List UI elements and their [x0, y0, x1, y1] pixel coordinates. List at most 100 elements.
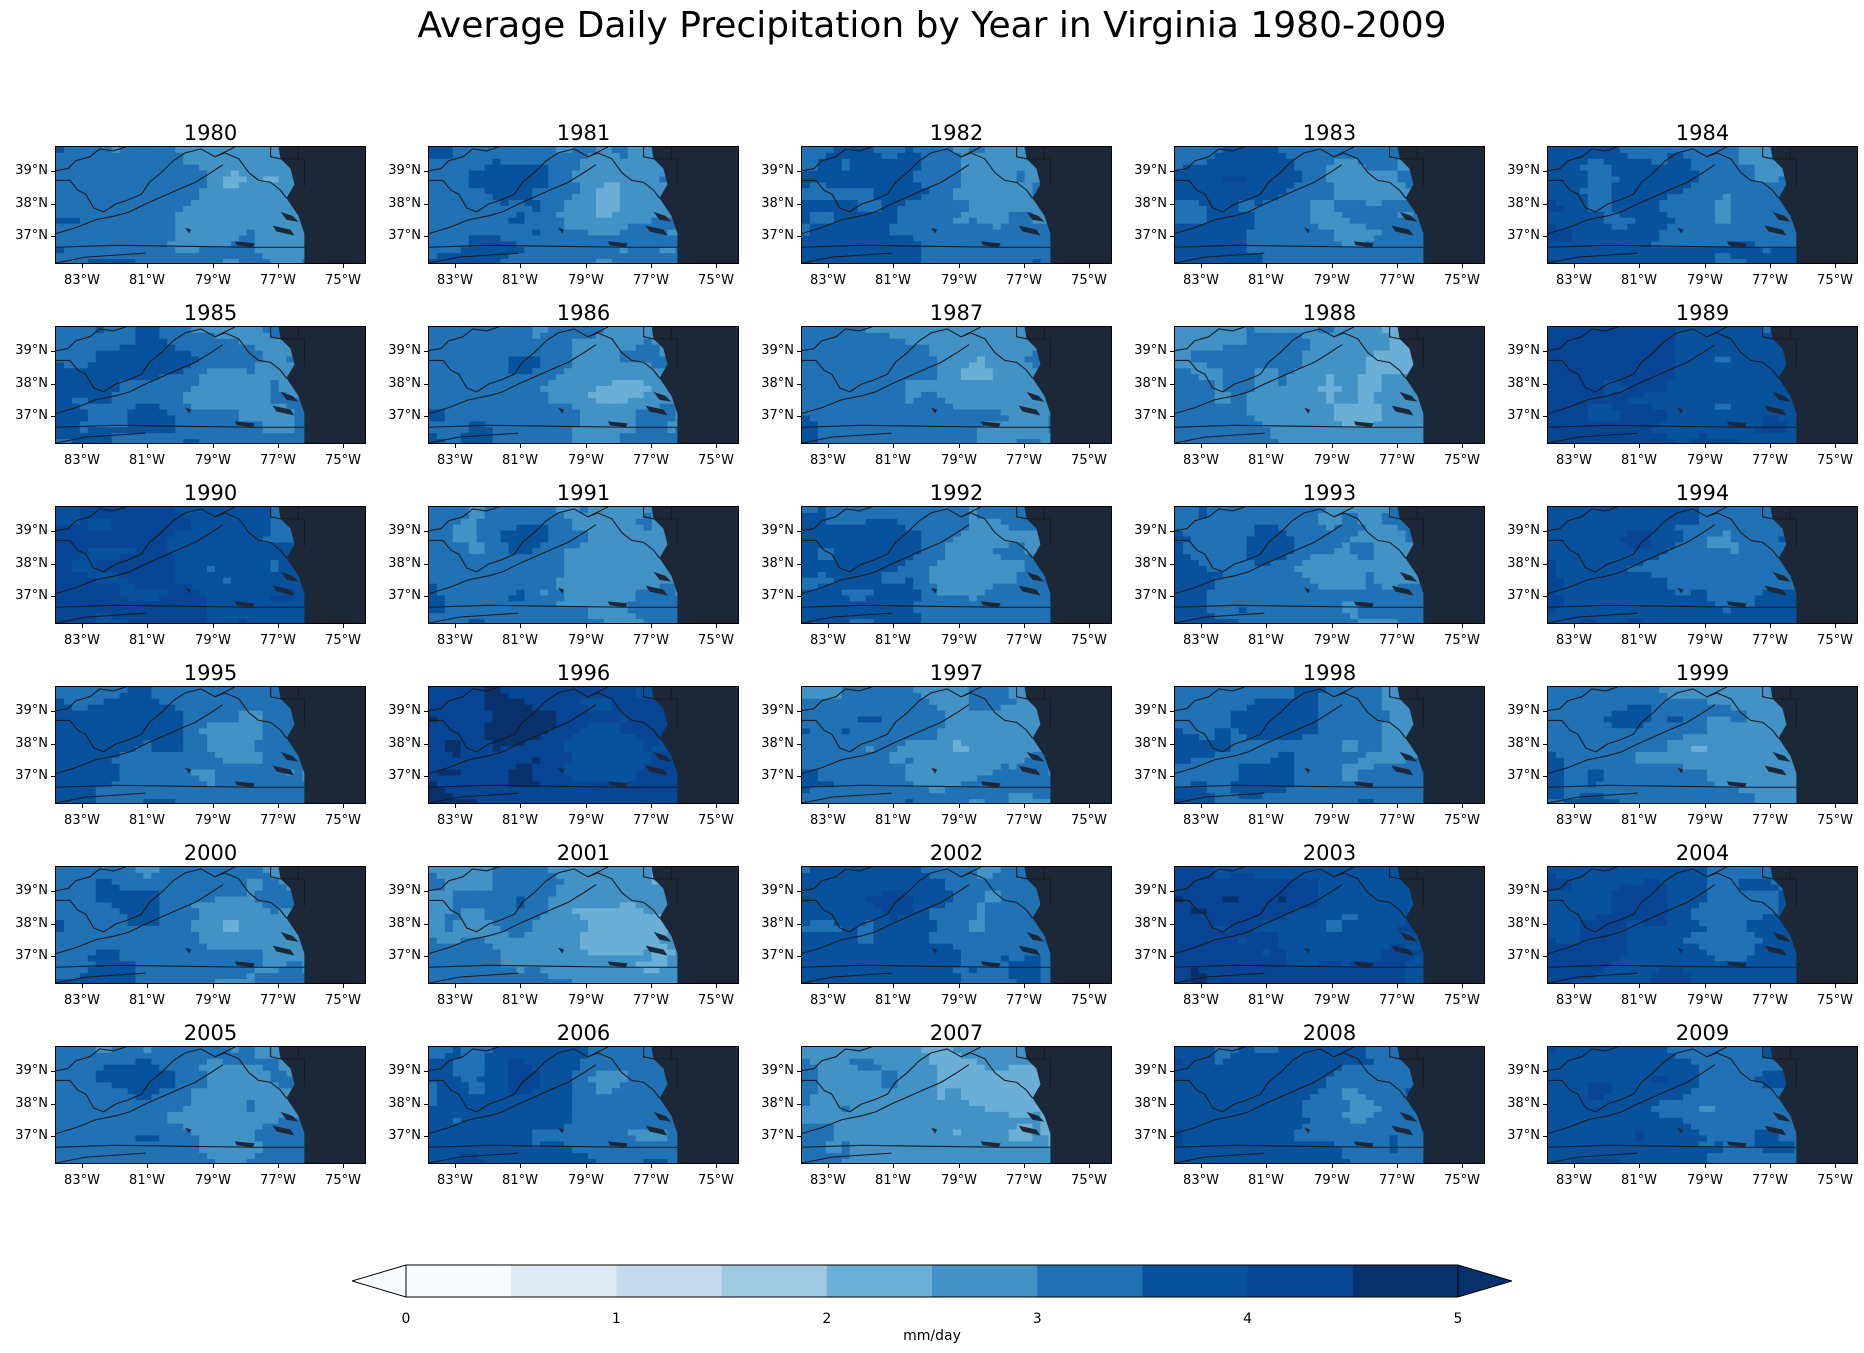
- longitude-tick-label: 81°W: [868, 814, 918, 828]
- state-border: [1175, 792, 1265, 803]
- longitude-tick-label: 83°W: [803, 814, 853, 828]
- bay-fill: [679, 147, 738, 263]
- longitude-tick-label: 83°W: [57, 814, 107, 828]
- latitude-tick-mark: [424, 351, 428, 352]
- map-area: [55, 1046, 366, 1164]
- colorbar-tick-label: 0: [391, 1311, 421, 1327]
- bay-fill: [1026, 751, 1045, 762]
- state-border: [1762, 867, 1797, 907]
- colorbar-tick-label: 3: [1022, 1311, 1052, 1327]
- state-border: [587, 867, 609, 878]
- latitude-tick-mark: [797, 236, 801, 237]
- latitude-tick-mark: [797, 711, 801, 712]
- state-border: [1548, 612, 1638, 623]
- state-border: [56, 244, 305, 248]
- longitude-tick-label: 77°W: [253, 274, 303, 288]
- state-border: [1175, 244, 1424, 248]
- map-panel: 1999 39°N 38°N 37°N 83°W 81°W 79°W 77°W 75°W: [1492, 661, 1862, 836]
- bay-fill: [607, 241, 628, 248]
- bay-fill: [1726, 241, 1747, 248]
- longitude-tick-mark: [1266, 444, 1267, 448]
- state-border: [1175, 164, 1343, 235]
- colorbar-tick-label: 5: [1443, 1311, 1473, 1327]
- longitude-tick-label: 75°W: [1810, 274, 1860, 288]
- state-border: [56, 867, 126, 892]
- bay-fill: [1026, 931, 1045, 942]
- longitude-tick-label: 77°W: [999, 814, 1049, 828]
- longitude-tick-mark: [1705, 804, 1706, 808]
- longitude-tick-mark: [1462, 804, 1463, 808]
- state-border: [429, 704, 597, 775]
- longitude-tick-mark: [893, 984, 894, 988]
- map-panel: 1981 39°N 38°N 37°N 83°W 81°W 79°W 77°W 75°W: [373, 121, 743, 296]
- state-border: [429, 244, 678, 248]
- precip-field: [429, 867, 738, 983]
- state-border: [1016, 687, 1051, 727]
- bay-fill: [1052, 327, 1111, 443]
- bay-fill: [1391, 1125, 1414, 1136]
- map-area: [55, 866, 366, 984]
- latitude-tick-mark: [1170, 416, 1174, 417]
- state-border: [56, 424, 305, 428]
- latitude-tick-mark: [51, 744, 55, 745]
- panel-year-title: 2008: [1174, 1021, 1485, 1045]
- latitude-tick-mark: [1170, 1136, 1174, 1137]
- latitude-tick-label: 38°N: [1494, 737, 1540, 751]
- latitude-tick-label: 39°N: [1494, 1064, 1540, 1078]
- longitude-tick-mark: [1462, 1164, 1463, 1168]
- state-border: [429, 688, 660, 753]
- longitude-tick-label: 77°W: [253, 454, 303, 468]
- latitude-tick-mark: [1543, 351, 1547, 352]
- map-panel: 2008 39°N 38°N 37°N 83°W 81°W 79°W 77°W 75°W: [1119, 1021, 1489, 1196]
- state-border: [1175, 507, 1245, 532]
- state-border: [1548, 604, 1797, 608]
- longitude-tick-label: 75°W: [318, 454, 368, 468]
- latitude-tick-label: 38°N: [375, 557, 421, 571]
- state-border: [1175, 148, 1406, 213]
- longitude-tick-label: 81°W: [868, 1174, 918, 1188]
- state-border: [56, 344, 224, 415]
- bay-fill: [185, 1127, 192, 1134]
- bay-fill: [931, 407, 938, 414]
- longitude-tick-mark: [278, 984, 279, 988]
- latitude-tick-label: 37°N: [1121, 589, 1167, 603]
- latitude-tick-label: 39°N: [2, 344, 48, 358]
- state-border: [1548, 868, 1779, 933]
- latitude-tick-label: 39°N: [2, 704, 48, 718]
- panel-year-title: 1999: [1547, 661, 1858, 685]
- longitude-tick-mark: [828, 444, 829, 448]
- bay-fill: [185, 227, 192, 234]
- longitude-tick-label: 79°W: [188, 274, 238, 288]
- panel-year-title: 1991: [428, 481, 739, 505]
- latitude-tick-mark: [1170, 384, 1174, 385]
- latitude-tick-label: 38°N: [1494, 1097, 1540, 1111]
- bay-fill: [679, 1047, 738, 1163]
- longitude-tick-mark: [1639, 624, 1640, 628]
- latitude-tick-label: 38°N: [1121, 917, 1167, 931]
- map-panel: 2007 39°N 38°N 37°N 83°W 81°W 79°W 77°W 75°W: [746, 1021, 1116, 1196]
- latitude-tick-mark: [1170, 891, 1174, 892]
- bay-fill: [1052, 1047, 1111, 1163]
- map-panel: 2001 39°N 38°N 37°N 83°W 81°W 79°W 77°W 75°W: [373, 841, 743, 1016]
- state-border: [429, 604, 678, 608]
- state-border: [56, 1064, 224, 1135]
- latitude-tick-label: 38°N: [1494, 557, 1540, 571]
- state-border: [1389, 867, 1424, 907]
- precip-field: [802, 147, 1111, 263]
- latitude-tick-mark: [797, 956, 801, 957]
- map-area: [428, 1046, 739, 1164]
- state-border: [1175, 604, 1424, 608]
- latitude-tick-mark: [1170, 564, 1174, 565]
- latitude-tick-label: 39°N: [375, 884, 421, 898]
- precip-field: [1175, 147, 1484, 263]
- bay-fill: [1764, 945, 1787, 956]
- map-area: [801, 866, 1112, 984]
- latitude-tick-mark: [51, 384, 55, 385]
- state-border: [270, 687, 305, 727]
- bay-fill: [980, 421, 1001, 428]
- state-border: [429, 344, 597, 415]
- longitude-tick-label: 77°W: [253, 634, 303, 648]
- longitude-tick-mark: [1835, 804, 1836, 808]
- longitude-tick-label: 79°W: [934, 1174, 984, 1188]
- precip-field: [1548, 327, 1857, 443]
